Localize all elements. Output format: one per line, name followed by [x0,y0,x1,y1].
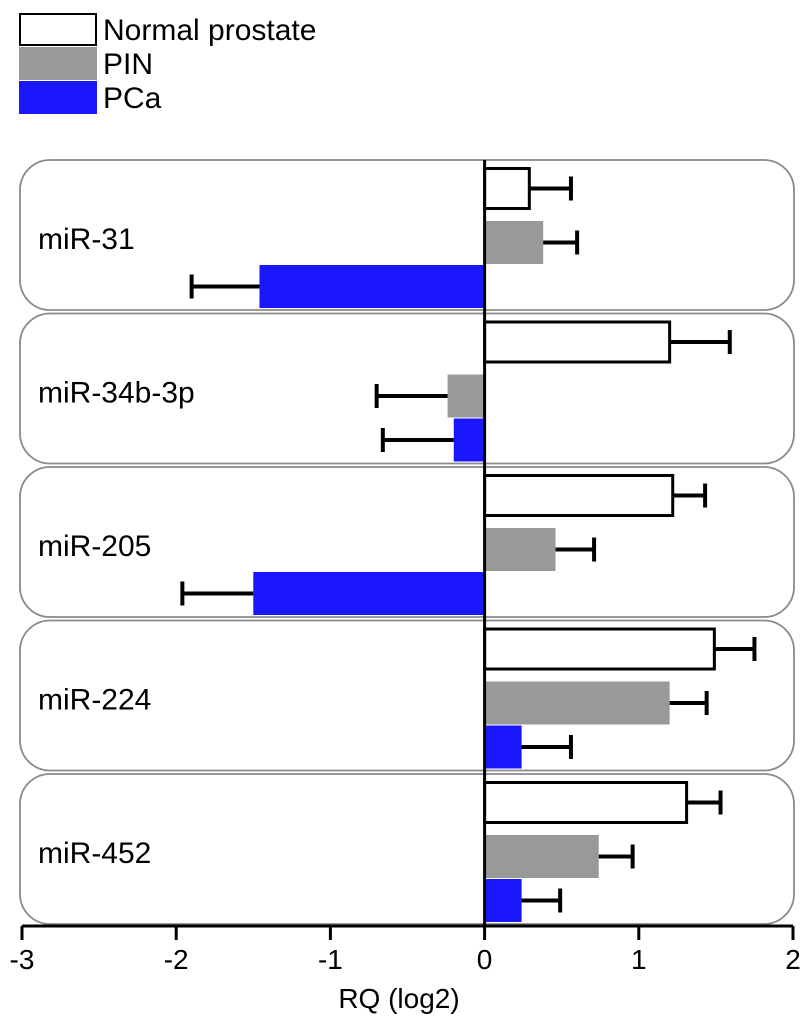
error-bar-mir-205-pin [555,537,597,562]
bar-mir-452-pin [484,835,599,878]
bar-mir-452-normal-prostate [483,781,689,824]
error-bar-mir-452-pin [598,844,635,869]
error-bar-mir-34b-3p-pca [380,428,454,452]
error-bar-mir-452-pca [521,888,563,913]
category-label-mir-224: miR-224 [38,684,151,717]
x-tick-label-4: 1 [631,944,647,975]
error-bar-mir-452-normal-prostate [686,790,723,815]
bar-mir-34b-3p-pca [453,418,485,462]
legend-swatch-normal-prostate [19,13,97,46]
bar-mir-205-pca [253,572,485,615]
axes: -3 -2 -1 0 1 2 [10,160,801,975]
bar-mir-31-normal-prostate [483,167,531,210]
error-bar-mir-31-pin [543,230,580,255]
bar-mir-31-pin [484,221,544,264]
legend-swatch-pin [19,47,97,80]
bar-mir-224-normal-prostate [483,627,716,671]
error-bar-mir-224-pca [521,735,573,759]
category-label-mir-205: miR-205 [38,530,151,563]
error-bar-mir-31-normal-prostate [529,176,573,201]
x-tick-label-1: -2 [164,944,189,975]
x-tick-label-5: 2 [785,944,801,975]
legend-label-pca: PCa [103,82,162,115]
bar-mir-224-pca [484,725,522,769]
error-bar-mir-31-pca [189,274,260,299]
x-axis-label: RQ (log2) [338,983,459,1014]
error-bar-mir-34b-3p-normal-prostate [669,330,732,354]
bar-mir-34b-3p-normal-prostate [483,320,672,364]
error-bar-mir-205-pca [180,581,254,606]
error-bar-mir-224-pin [669,691,709,715]
error-bars [180,176,757,913]
x-tick-label-0: -3 [10,944,35,975]
error-bar-mir-205-normal-prostate [672,483,708,508]
bar-mir-205-normal-prostate [483,474,675,517]
bar-mir-31-pca [259,265,485,308]
bar-mir-224-pin [484,681,670,725]
bar-mir-452-pca [484,879,522,922]
legend-label-pin: PIN [103,48,153,81]
x-tick-label-2: -1 [318,944,343,975]
error-bar-mir-224-normal-prostate [714,637,757,661]
bar-mir-34b-3p-pin [447,374,485,418]
x-tick-label-3: 0 [477,944,493,975]
legend-label-normal-prostate: Normal prostate [103,14,316,47]
category-label-mir-31: miR-31 [38,223,135,256]
error-bar-mir-34b-3p-pin [374,384,448,408]
category-label-mir-34b-3p: miR-34b-3p [38,377,195,410]
panel-mir-31 [19,159,795,311]
category-label-mir-452: miR-452 [38,837,151,870]
legend-swatch-pca [19,81,97,114]
bar-mir-205-pin [484,528,556,571]
